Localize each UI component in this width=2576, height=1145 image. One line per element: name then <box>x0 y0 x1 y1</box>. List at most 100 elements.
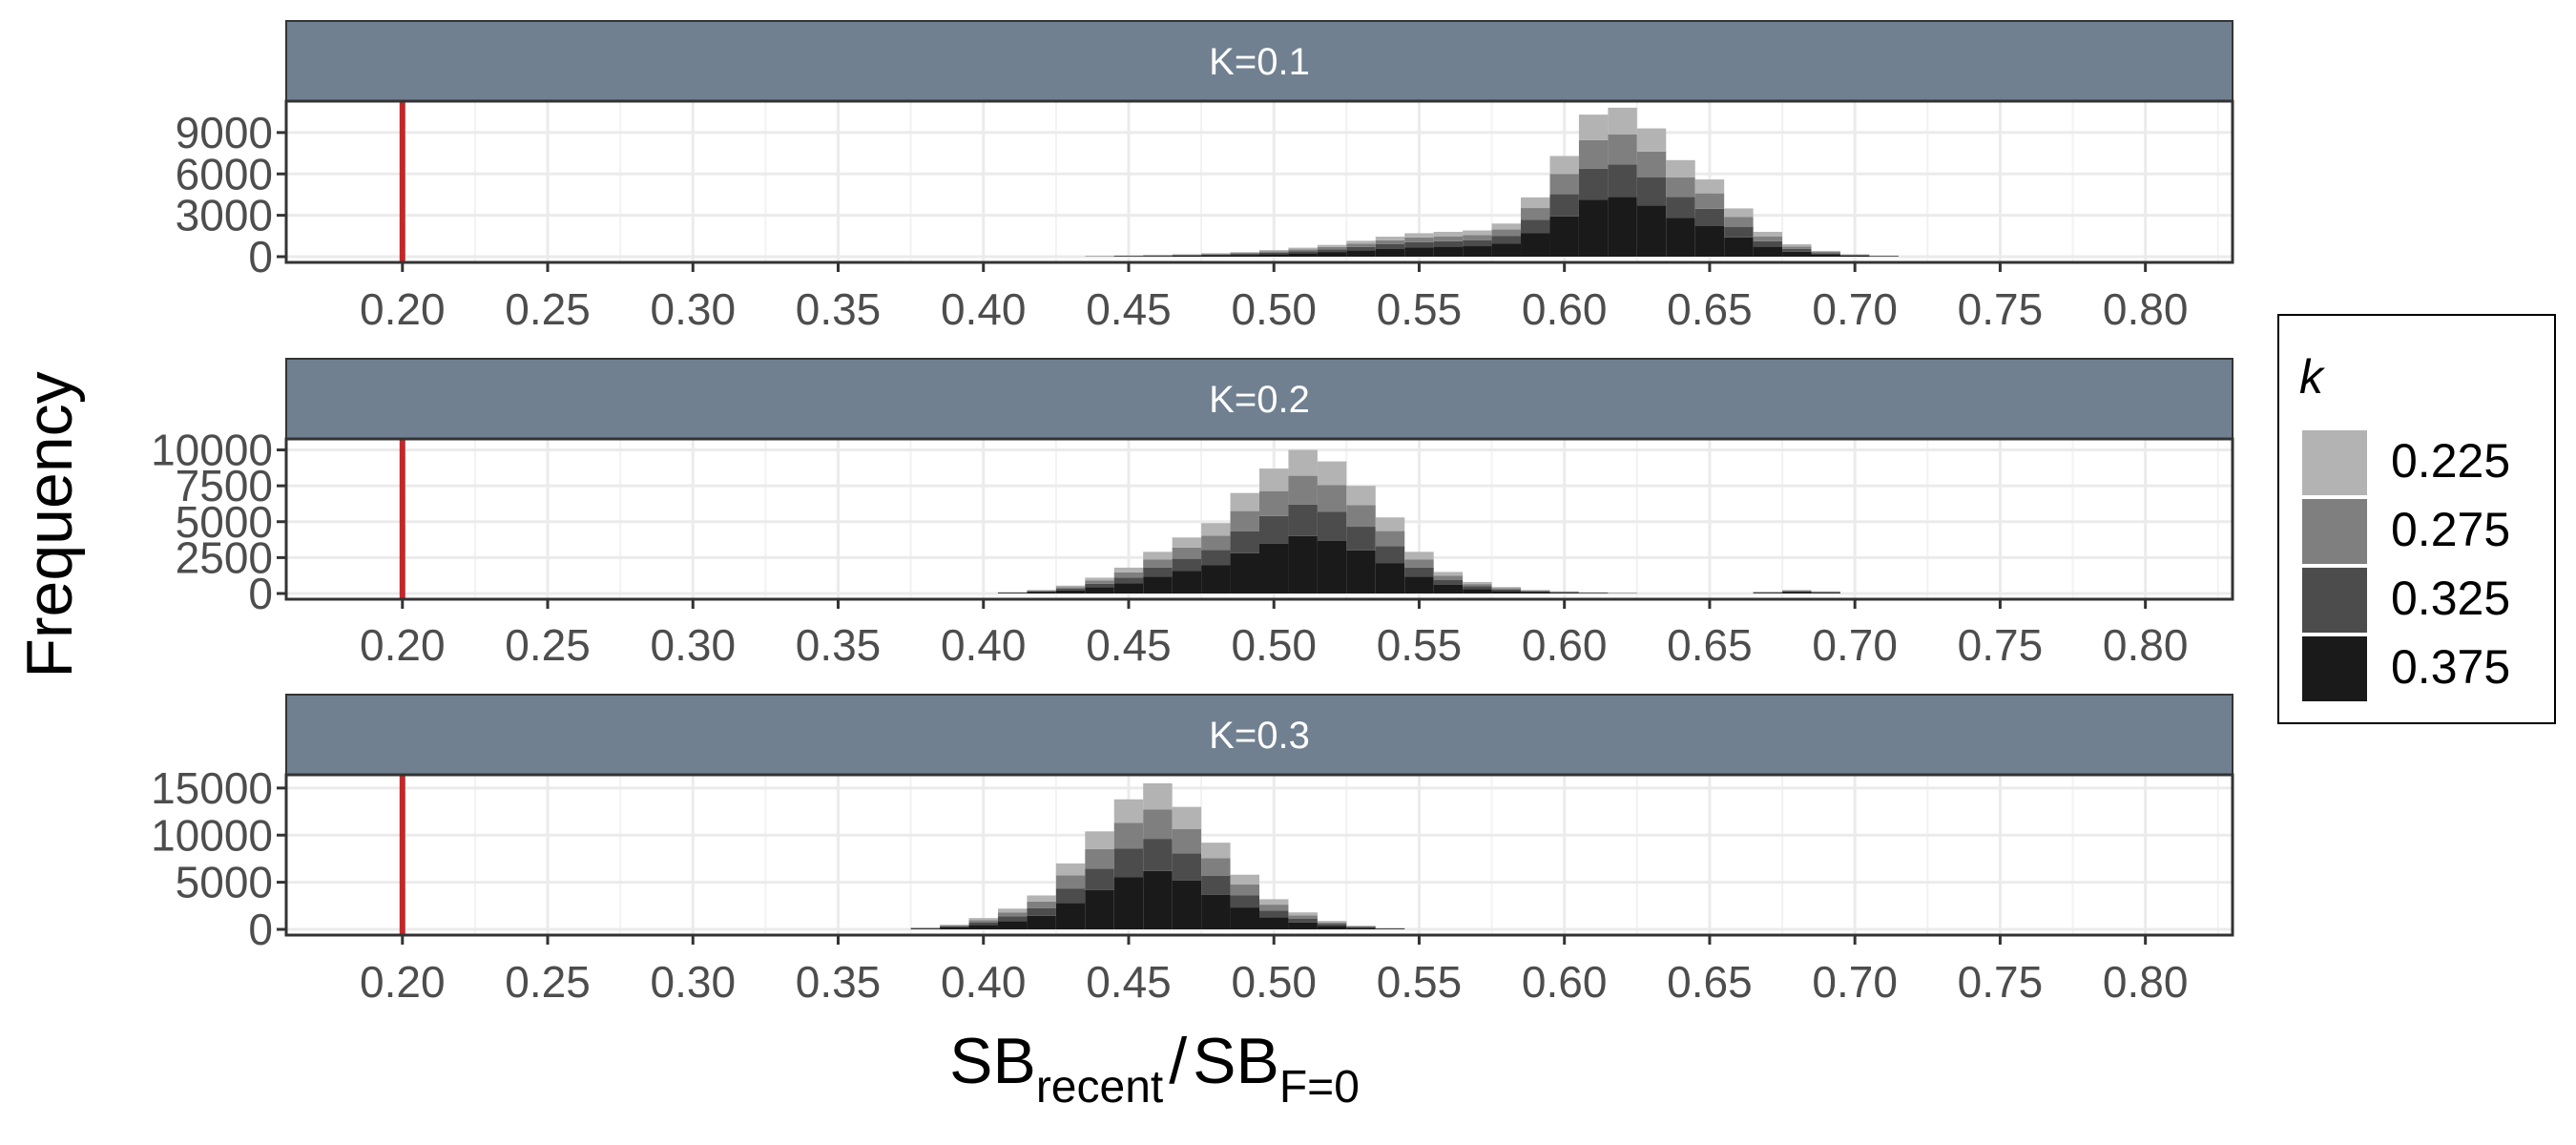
histogram-bar-segment <box>1578 139 1609 169</box>
facet-strip-label: K=0.2 <box>1209 379 1310 421</box>
y-axis-title: Frequency <box>13 371 86 677</box>
x-tick-label: 0.35 <box>796 957 882 1007</box>
x-tick-label: 0.65 <box>1667 957 1753 1007</box>
histogram-bar-segment <box>1143 870 1173 929</box>
histogram-bar-segment <box>1143 552 1173 560</box>
histogram-bar-segment <box>1491 229 1522 237</box>
histogram-bar-segment <box>1433 236 1464 241</box>
x-tick-label: 0.60 <box>1522 284 1608 334</box>
x-tick-label: 0.80 <box>2103 284 2189 334</box>
histogram-bar-segment <box>1375 237 1405 240</box>
histogram-bar-segment <box>1608 134 1637 165</box>
histogram-bar-segment <box>1259 251 1289 253</box>
histogram-bar-segment <box>1753 240 1783 247</box>
histogram-bar-segment <box>1230 253 1259 255</box>
histogram-bar-segment <box>1288 247 1318 250</box>
histogram-bar-segment <box>1521 233 1550 257</box>
histogram-bar-segment <box>1172 558 1202 572</box>
histogram-bar-segment <box>1230 531 1259 553</box>
y-tick-label: 5000 <box>176 497 273 547</box>
histogram-bar-segment <box>1172 828 1202 854</box>
histogram-bar-segment <box>1113 256 1144 257</box>
histogram-bar-segment <box>1375 531 1405 547</box>
histogram-bar-segment <box>1608 164 1637 198</box>
histogram-bar-segment <box>1113 572 1144 578</box>
histogram-bar-segment <box>1346 550 1376 593</box>
histogram-bar-segment <box>1230 252 1259 254</box>
histogram-bar-segment <box>1636 151 1667 177</box>
histogram-bar-segment <box>1491 587 1522 589</box>
histogram-bar-segment <box>1288 504 1318 536</box>
histogram-bar-segment <box>940 925 969 926</box>
histogram-bar-segment <box>1521 208 1550 220</box>
legend-swatch <box>2300 428 2369 497</box>
histogram-bar-segment <box>1666 177 1695 198</box>
x-tick-label: 0.40 <box>941 620 1027 670</box>
histogram-bar-segment <box>1404 241 1434 248</box>
x-tick-label: 0.55 <box>1377 620 1463 670</box>
x-tick-label: 0.30 <box>651 284 737 334</box>
x-tick-label: 0.60 <box>1522 957 1608 1007</box>
histogram-bar-segment <box>1259 250 1289 252</box>
histogram-bar-segment <box>1172 880 1202 929</box>
histogram-bar-segment <box>1463 239 1492 247</box>
histogram-bar-segment <box>1201 535 1231 551</box>
histogram-bar-segment <box>1259 917 1289 929</box>
histogram-bar-segment <box>1055 587 1086 589</box>
histogram-bar-segment <box>1113 583 1144 593</box>
histogram-bar-segment <box>1113 799 1144 823</box>
histogram-bar-segment <box>1027 915 1056 929</box>
x-tick-label: 0.55 <box>1377 284 1463 334</box>
histogram-bar-segment <box>1549 174 1579 195</box>
legend-title: k <box>2299 350 2326 404</box>
histogram-bar-segment <box>1636 205 1667 257</box>
histogram-bar-segment <box>1782 592 1812 593</box>
x-tick-label: 0.20 <box>360 620 446 670</box>
x-axis-title-main2: SB <box>1193 1025 1279 1097</box>
histogram-bar-segment <box>1317 249 1347 253</box>
histogram-bar-segment <box>1463 589 1492 593</box>
histogram-bar-segment <box>1433 584 1464 593</box>
histogram-bar-segment <box>1375 517 1405 531</box>
histogram-bar-segment <box>1201 565 1231 593</box>
histogram-bar-segment <box>1694 179 1725 194</box>
x-tick-label: 0.35 <box>796 284 882 334</box>
histogram-bar-segment <box>1463 235 1492 240</box>
histogram-bar-segment <box>1085 868 1114 890</box>
histogram-bar-segment <box>1636 128 1667 152</box>
histogram-bar-segment <box>1172 537 1202 548</box>
histogram-bar-segment <box>1521 591 1550 593</box>
histogram-bar-segment <box>1753 231 1783 237</box>
histogram-bar-segment <box>1085 583 1114 588</box>
histogram-bar-segment <box>1839 255 1870 257</box>
histogram-bar-segment <box>968 922 998 926</box>
histogram-bar-segment <box>1782 243 1812 247</box>
histogram-bar-segment <box>1491 589 1522 592</box>
histogram-bar-segment <box>1055 863 1086 876</box>
histogram-bar-segment <box>1143 567 1173 577</box>
plot-area <box>286 101 2233 262</box>
histogram-bar-segment <box>1491 236 1522 244</box>
histogram-bar-segment <box>1521 592 1550 593</box>
histogram-bar-segment <box>1346 926 1376 927</box>
histogram-bar-segment <box>1346 927 1376 929</box>
histogram-bar-segment <box>1346 246 1376 251</box>
histogram-bar-segment <box>1172 255 1202 257</box>
facet-strip <box>285 694 2233 776</box>
histogram-bar-segment <box>1753 236 1783 241</box>
x-tick-label: 0.70 <box>1812 284 1898 334</box>
histogram-bar-segment <box>1491 591 1522 593</box>
histogram-bar-segment <box>1666 197 1695 219</box>
x-tick-label: 0.65 <box>1667 620 1753 670</box>
histogram-bar-segment <box>1433 231 1464 237</box>
histogram-bar-segment <box>1404 237 1434 242</box>
histogram-bar-segment <box>1085 577 1114 581</box>
histogram-bar-segment <box>1172 571 1202 593</box>
histogram-bar-segment <box>997 921 1028 929</box>
histogram-bar-segment <box>940 927 969 929</box>
histogram-bar-segment <box>1288 475 1318 505</box>
histogram-bar-segment <box>1782 246 1812 249</box>
histogram-bar-segment <box>1055 588 1086 591</box>
histogram-bar-segment <box>1085 889 1114 929</box>
